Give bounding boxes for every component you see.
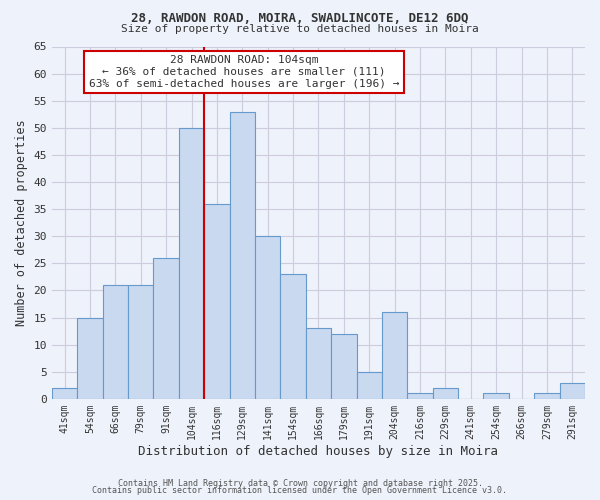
Bar: [154, 258, 179, 399]
Text: Contains HM Land Registry data © Crown copyright and database right 2025.: Contains HM Land Registry data © Crown c…: [118, 478, 482, 488]
Text: Contains public sector information licensed under the Open Government Licence v3: Contains public sector information licen…: [92, 486, 508, 495]
Bar: [331, 334, 356, 399]
Bar: [433, 388, 458, 399]
Bar: [255, 236, 280, 399]
Text: Size of property relative to detached houses in Moira: Size of property relative to detached ho…: [121, 24, 479, 34]
Bar: [534, 394, 560, 399]
Bar: [230, 112, 255, 399]
X-axis label: Distribution of detached houses by size in Moira: Distribution of detached houses by size …: [139, 444, 499, 458]
Bar: [560, 382, 585, 399]
Bar: [280, 274, 306, 399]
Text: 28 RAWDON ROAD: 104sqm
← 36% of detached houses are smaller (111)
63% of semi-de: 28 RAWDON ROAD: 104sqm ← 36% of detached…: [89, 56, 399, 88]
Bar: [103, 285, 128, 399]
Bar: [356, 372, 382, 399]
Bar: [77, 318, 103, 399]
Bar: [179, 128, 204, 399]
Y-axis label: Number of detached properties: Number of detached properties: [15, 120, 28, 326]
Bar: [52, 388, 77, 399]
Bar: [128, 285, 154, 399]
Bar: [204, 204, 230, 399]
Bar: [306, 328, 331, 399]
Bar: [484, 394, 509, 399]
Text: 28, RAWDON ROAD, MOIRA, SWADLINCOTE, DE12 6DQ: 28, RAWDON ROAD, MOIRA, SWADLINCOTE, DE1…: [131, 12, 469, 26]
Bar: [382, 312, 407, 399]
Bar: [407, 394, 433, 399]
